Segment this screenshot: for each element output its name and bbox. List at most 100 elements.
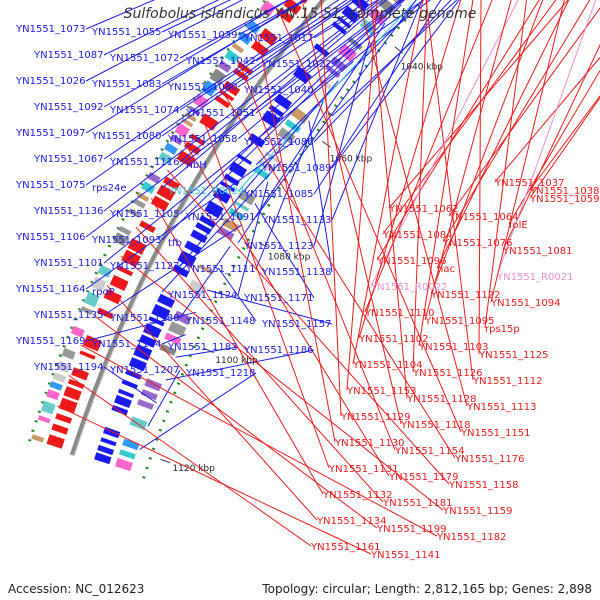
left-gene-label: YN1551_1039 xyxy=(167,30,238,41)
reverse-gene xyxy=(222,80,241,97)
cog-category-block xyxy=(169,134,183,146)
cog-category-block xyxy=(163,142,178,155)
left-gene-label: alaS xyxy=(262,111,283,122)
cog-category-block xyxy=(115,457,133,472)
reverse-gene xyxy=(183,141,201,155)
reverse-gene xyxy=(250,40,269,57)
right-gene-label: YN1551_1059 xyxy=(529,194,600,205)
left-gene-label: rpoP xyxy=(92,287,115,298)
left-gene-label: YN1551_1174 xyxy=(91,339,162,350)
right-gene-label: nac xyxy=(437,264,455,275)
left-gene-label: YN1551_1133 xyxy=(261,215,332,226)
left-label-connector xyxy=(179,246,231,319)
right-label-connector xyxy=(478,0,482,355)
left-gene-label: YN1551_1135 xyxy=(33,310,104,321)
scale-tick-label: 1120 kbp xyxy=(172,464,215,474)
right-gene-label: YN1551_1132 xyxy=(322,490,393,501)
right-gene-label: YN1551_1037 xyxy=(494,178,565,189)
genome-backbone xyxy=(69,0,327,456)
cog-category-block xyxy=(49,381,63,391)
footer-bar: Accession: NC_012623 Topology: circular;… xyxy=(0,580,600,600)
right-label-connector xyxy=(150,198,324,495)
forward-gene xyxy=(143,323,162,339)
reverse-gene xyxy=(82,335,102,352)
cog-category-block xyxy=(167,321,187,337)
reverse-gene xyxy=(139,220,156,233)
cog-category-block xyxy=(56,360,71,374)
left-gene-label: YN1551_1194 xyxy=(33,362,104,373)
left-label-connector xyxy=(161,0,357,137)
forward-gene xyxy=(97,444,114,456)
cog-category-block xyxy=(188,105,201,116)
scale-tick-label: 1100 kbp xyxy=(215,356,258,366)
left-gene-label: YN1551_1169 xyxy=(15,336,86,347)
left-label-connector xyxy=(179,0,384,163)
right-gene-label: YN1551_1102 xyxy=(358,334,429,345)
left-gene-label: YN1551_1186 xyxy=(243,345,314,356)
reverse-gene xyxy=(176,150,196,168)
right-gene-label: YN1551_1176 xyxy=(454,454,525,465)
left-gene-label: YN1551_1087 xyxy=(33,50,104,61)
left-gene-label: YN1551_1164 xyxy=(15,284,86,295)
left-label-connector xyxy=(165,349,315,381)
right-label-connector xyxy=(430,0,544,295)
cog-category-block xyxy=(217,60,232,73)
reverse-gene xyxy=(150,195,170,212)
forward-gene xyxy=(148,316,165,327)
left-label-connector xyxy=(85,140,296,290)
left-label-connector xyxy=(237,182,269,296)
left-label-connector xyxy=(255,100,324,270)
right-gene-label: YN1551_1181 xyxy=(382,498,453,509)
right-gene-label: YN1551_1113 xyxy=(466,402,537,413)
right-gene-label: YN1551_1158 xyxy=(448,480,519,491)
left-gene-label: YN1551_1072 xyxy=(109,53,180,64)
cog-category-block xyxy=(97,264,113,278)
right-label-connector xyxy=(358,0,462,339)
reverse-gene xyxy=(63,386,82,401)
left-gene-label: YN1551_1060 xyxy=(167,82,238,93)
cog-category-block xyxy=(133,198,146,209)
left-label-connector xyxy=(237,0,406,140)
left-gene-label: YN1551_1026 xyxy=(15,76,86,87)
right-label-connector xyxy=(364,0,493,313)
reverse-gene xyxy=(58,397,78,414)
right-label-connector xyxy=(106,285,318,521)
right-label-connector xyxy=(352,0,424,365)
forward-gene xyxy=(190,229,208,244)
cog-category-block xyxy=(118,226,132,236)
left-label-connector xyxy=(255,0,404,114)
left-gene-label: YN1551_1042 xyxy=(185,56,256,67)
forward-gene xyxy=(204,200,224,219)
right-label-connector xyxy=(370,0,408,399)
right-label-connector xyxy=(529,95,600,191)
left-label-connector xyxy=(179,80,339,267)
left-gene-label: YN1551_1171 xyxy=(243,293,314,304)
left-gene-label: YN1551_1017 xyxy=(243,33,314,44)
reverse-gene xyxy=(116,265,134,277)
forward-gene xyxy=(195,222,212,235)
right-gene-label: YN1551_1179 xyxy=(388,472,459,483)
left-gene-label: tfb xyxy=(168,238,182,249)
cog-category-block xyxy=(80,306,94,316)
forward-gene xyxy=(138,334,157,348)
right-gene-label: YN1551_1130 xyxy=(334,438,405,449)
cog-category-block xyxy=(113,232,129,247)
reverse-gene xyxy=(283,0,302,15)
right-label-connector xyxy=(219,87,456,459)
left-gene-label: YN1551_1157 xyxy=(261,319,332,330)
left-label-connector xyxy=(103,60,354,264)
right-gene-label: YN1551_1141 xyxy=(370,550,441,561)
reverse-gene xyxy=(51,423,69,435)
left-label-connector xyxy=(103,0,380,212)
left-gene-label: YN1551_1074 xyxy=(109,105,180,116)
forward-gene xyxy=(184,240,202,255)
left-label-connector xyxy=(217,267,257,322)
cog-category-block xyxy=(233,200,250,212)
cog-category-block xyxy=(224,49,240,64)
cog-category-block xyxy=(174,123,190,138)
right-label-connector xyxy=(490,0,565,303)
forward-gene xyxy=(128,357,147,372)
topology-text: Topology: circular; Length: 2,812,165 bp… xyxy=(262,582,592,596)
left-gene-label: ribH xyxy=(186,160,207,171)
left-gene-label: YN1551_1089 xyxy=(261,163,332,174)
